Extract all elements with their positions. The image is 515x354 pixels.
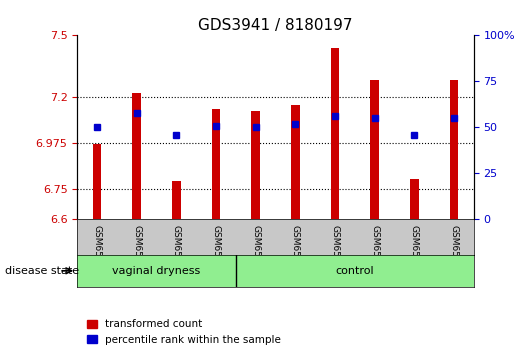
Text: GSM658722: GSM658722 <box>93 225 101 280</box>
Bar <box>410 178 419 219</box>
Text: GSM658731: GSM658731 <box>450 225 458 280</box>
Legend: transformed count, percentile rank within the sample: transformed count, percentile rank withi… <box>82 315 285 349</box>
Text: GSM658729: GSM658729 <box>370 225 379 280</box>
Bar <box>370 80 379 219</box>
Text: disease state: disease state <box>5 266 79 276</box>
Text: GSM658726: GSM658726 <box>331 225 339 280</box>
Bar <box>93 144 101 219</box>
Bar <box>212 109 220 219</box>
Text: GSM658725: GSM658725 <box>291 225 300 280</box>
Bar <box>132 93 141 219</box>
Bar <box>172 181 181 219</box>
Text: GSM658724: GSM658724 <box>251 225 260 280</box>
Text: GSM658723: GSM658723 <box>132 225 141 280</box>
Text: GSM658728: GSM658728 <box>212 225 220 280</box>
Title: GDS3941 / 8180197: GDS3941 / 8180197 <box>198 18 353 33</box>
Bar <box>251 111 260 219</box>
Bar <box>450 80 458 219</box>
Text: GSM658730: GSM658730 <box>410 225 419 280</box>
Text: control: control <box>336 266 374 276</box>
Bar <box>331 48 339 219</box>
Text: vaginal dryness: vaginal dryness <box>112 266 201 276</box>
Text: GSM658727: GSM658727 <box>172 225 181 280</box>
Bar <box>291 105 300 219</box>
